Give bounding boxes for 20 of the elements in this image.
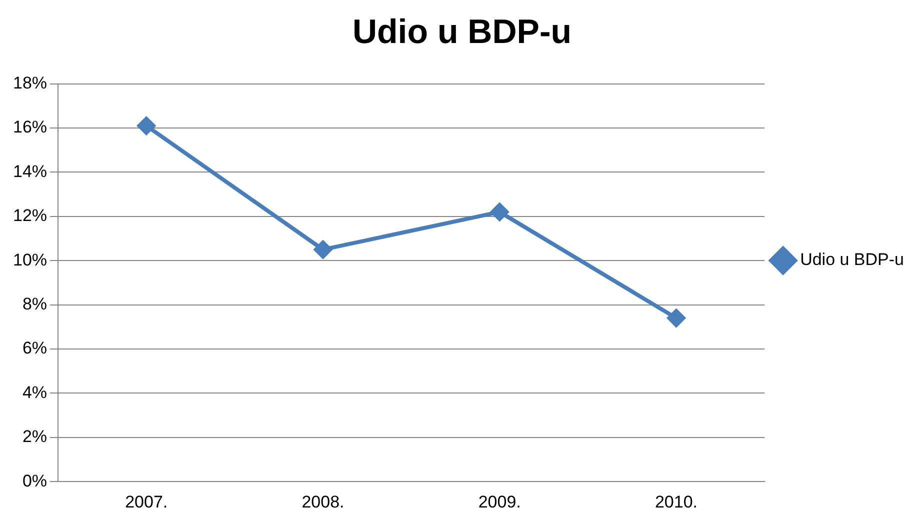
x-tick-label: 2010. xyxy=(654,492,698,512)
point xyxy=(314,240,332,259)
chart-title: Udio u BDP-u xyxy=(352,12,572,51)
x-tick-label: 2008. xyxy=(302,492,344,512)
point xyxy=(667,309,686,328)
y-tick-label: 0% xyxy=(22,471,48,490)
point xyxy=(137,116,156,135)
y-tick-label: 18% xyxy=(12,73,48,92)
x-tick-label: 2009. xyxy=(478,492,521,512)
y-tick-label: 6% xyxy=(22,338,48,358)
legend-label: Udio u BDP-u xyxy=(800,250,904,270)
y-tick-label: 12% xyxy=(12,206,48,226)
y-tick-label: 10% xyxy=(12,250,48,270)
y-tick-label: 16% xyxy=(12,118,48,137)
y-tick-label: 14% xyxy=(12,162,48,181)
y-tick-label: 8% xyxy=(22,294,48,314)
x-tick-label: 2007. xyxy=(125,492,168,512)
y-tick-label: 4% xyxy=(22,382,48,402)
point xyxy=(490,202,509,221)
y-tick-label: 2% xyxy=(22,427,48,446)
